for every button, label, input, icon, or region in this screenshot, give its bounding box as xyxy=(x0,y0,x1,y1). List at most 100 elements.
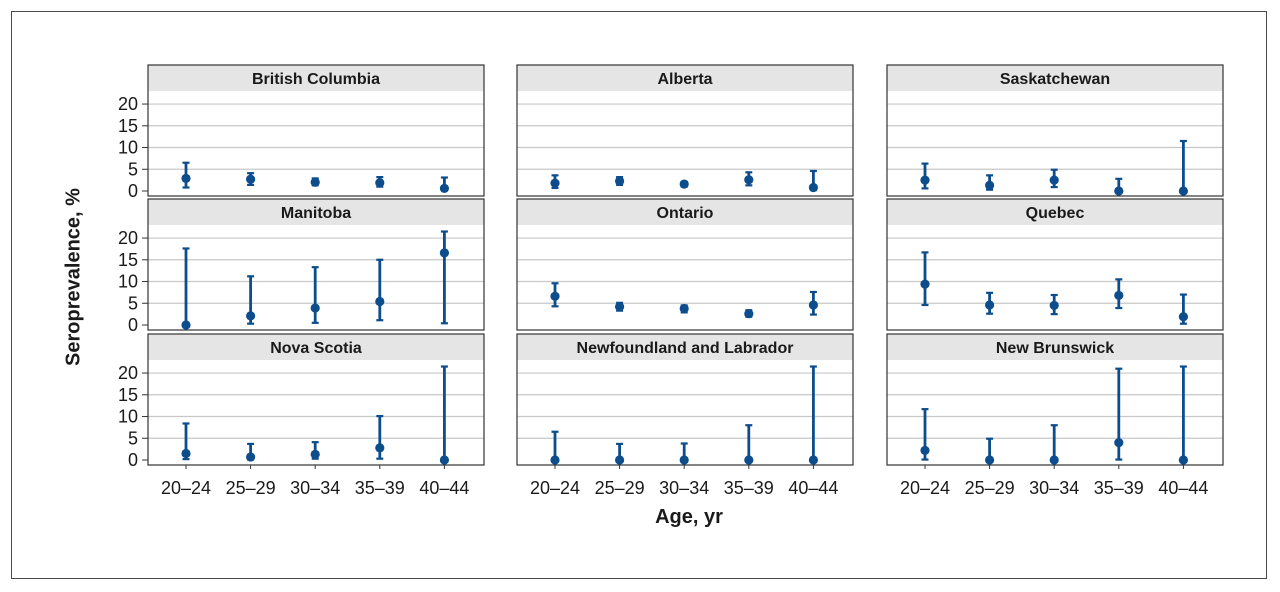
panel-border xyxy=(516,198,854,331)
point-british-columbia-2 xyxy=(310,177,320,187)
point-new-brunswick-2 xyxy=(1049,455,1059,465)
point-alberta-3 xyxy=(744,175,754,185)
point-ontario-3 xyxy=(744,309,754,319)
point-nova-scotia-2 xyxy=(310,449,320,459)
point-manitoba-2 xyxy=(310,303,320,313)
y-tick-label: 20 xyxy=(118,363,138,383)
y-tick-label: 5 xyxy=(128,159,138,179)
point-saskatchewan-3 xyxy=(1114,186,1124,196)
point-ontario-1 xyxy=(615,302,625,312)
x-tick-label: 35–39 xyxy=(1094,478,1144,498)
point-manitoba-4 xyxy=(439,248,449,258)
panel-border xyxy=(516,333,854,466)
panel-strip xyxy=(148,199,484,225)
point-newfoundland-and-labrador-2 xyxy=(679,455,689,465)
panel-strip xyxy=(517,65,853,91)
point-british-columbia-1 xyxy=(246,174,256,184)
y-tick-label: 0 xyxy=(128,181,138,201)
y-tick-label: 20 xyxy=(118,228,138,248)
panel-saskatchewan: Saskatchewan xyxy=(886,64,1224,197)
point-new-brunswick-1 xyxy=(985,455,995,465)
panel-strip xyxy=(148,65,484,91)
point-nova-scotia-1 xyxy=(246,452,256,462)
point-manitoba-1 xyxy=(246,311,256,321)
panel-title: Saskatchewan xyxy=(1000,71,1110,88)
y-tick-label: 10 xyxy=(118,272,138,292)
point-quebec-3 xyxy=(1114,290,1124,301)
panel-strip xyxy=(517,334,853,360)
y-axis-label: Seroprevalence, % xyxy=(62,188,84,366)
point-saskatchewan-0 xyxy=(920,175,930,185)
panel-strip xyxy=(887,199,1223,225)
x-tick-label: 40–44 xyxy=(419,478,469,498)
x-tick-label: 25–29 xyxy=(595,478,645,498)
point-alberta-2 xyxy=(679,179,689,189)
point-saskatchewan-2 xyxy=(1049,175,1059,185)
x-tick-label: 30–34 xyxy=(659,478,709,498)
figure-frame xyxy=(11,11,1267,579)
panel-new-brunswick: New Brunswick 20–24 25–29 30–34 35–39 40–44 xyxy=(886,333,1224,498)
point-ontario-2 xyxy=(679,303,689,314)
panel-strip xyxy=(517,199,853,225)
panel-background xyxy=(517,91,853,196)
panel-border xyxy=(886,333,1224,466)
panel-background xyxy=(517,225,853,330)
point-newfoundland-and-labrador-0 xyxy=(550,455,560,465)
point-ontario-0 xyxy=(550,291,560,301)
panel-title: Newfoundland and Labrador xyxy=(577,340,794,357)
point-alberta-0 xyxy=(550,178,560,188)
y-tick-label: 5 xyxy=(128,428,138,448)
panel-title: British Columbia xyxy=(252,71,380,88)
point-manitoba-3 xyxy=(375,296,385,307)
y-tick-label: 10 xyxy=(118,138,138,158)
panel-title: Nova Scotia xyxy=(270,340,362,357)
y-tick-label: 5 xyxy=(128,293,138,313)
panel-title: Quebec xyxy=(1026,205,1085,222)
x-tick-label: 20–24 xyxy=(161,478,211,498)
panel-border xyxy=(886,198,1224,331)
point-ontario-4 xyxy=(808,300,819,310)
panel-border xyxy=(886,64,1224,197)
x-tick-label: 40–44 xyxy=(1158,478,1208,498)
point-manitoba-0 xyxy=(181,320,191,330)
panel-strip xyxy=(887,334,1223,360)
point-quebec-1 xyxy=(985,300,995,310)
x-tick-label: 20–24 xyxy=(900,478,950,498)
panel-border xyxy=(147,333,485,466)
panel-newfoundland-and-labrador: Newfoundland and Labrador 20–24 25–29 30–34… xyxy=(516,333,854,498)
point-new-brunswick-0 xyxy=(920,445,930,456)
point-alberta-4 xyxy=(808,182,819,193)
point-nova-scotia-3 xyxy=(375,443,385,453)
y-tick-label: 15 xyxy=(118,116,138,136)
panel-strip xyxy=(887,65,1223,91)
point-newfoundland-and-labrador-1 xyxy=(615,455,625,465)
point-new-brunswick-3 xyxy=(1114,438,1124,448)
y-tick-label: 15 xyxy=(118,250,138,270)
panel-title: New Brunswick xyxy=(996,340,1114,357)
point-alberta-1 xyxy=(615,176,625,186)
panel-title: Ontario xyxy=(657,205,714,222)
point-british-columbia-0 xyxy=(181,173,191,183)
x-axis-label: Age, yr xyxy=(655,506,723,528)
point-saskatchewan-1 xyxy=(985,180,995,190)
point-nova-scotia-0 xyxy=(181,448,191,459)
panel-strip xyxy=(148,334,484,360)
panel-quebec: Quebec xyxy=(886,198,1224,331)
x-tick-label: 35–39 xyxy=(724,478,774,498)
x-tick-label: 35–39 xyxy=(355,478,405,498)
y-tick-label: 0 xyxy=(128,450,138,470)
y-tick-label: 15 xyxy=(118,385,138,405)
point-saskatchewan-4 xyxy=(1178,186,1188,196)
point-newfoundland-and-labrador-3 xyxy=(744,455,754,465)
point-nova-scotia-4 xyxy=(439,455,449,465)
panel-border xyxy=(147,64,485,197)
point-quebec-4 xyxy=(1178,312,1188,322)
point-quebec-0 xyxy=(920,279,930,289)
panel-title: Manitoba xyxy=(281,205,351,222)
point-british-columbia-4 xyxy=(439,183,449,193)
y-tick-label: 0 xyxy=(128,315,138,335)
